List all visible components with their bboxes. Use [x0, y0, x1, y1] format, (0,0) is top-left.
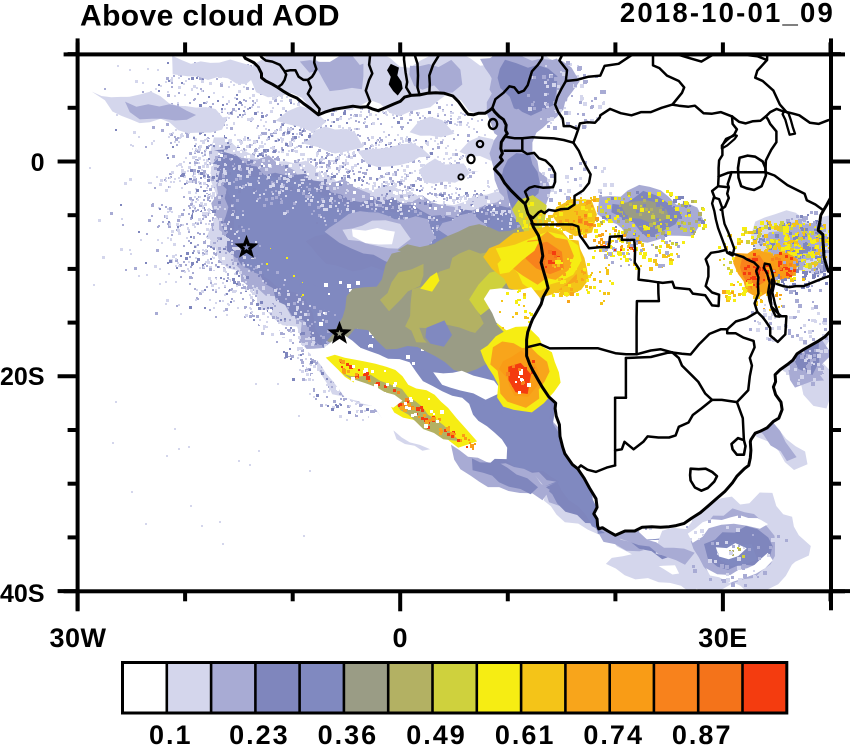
svg-text:0.36: 0.36 [318, 720, 379, 747]
svg-text:40S: 40S [0, 580, 44, 608]
svg-text:30W: 30W [49, 623, 106, 653]
svg-text:0.61: 0.61 [495, 720, 556, 747]
svg-text:0.1: 0.1 [149, 720, 193, 747]
svg-text:0.74: 0.74 [583, 720, 644, 747]
svg-text:0.87: 0.87 [672, 720, 733, 747]
svg-text:Above cloud AOD: Above cloud AOD [80, 0, 340, 33]
svg-text:30E: 30E [698, 623, 748, 653]
svg-text:0.49: 0.49 [406, 720, 467, 747]
svg-text:2018-10-01_09: 2018-10-01_09 [620, 0, 835, 28]
svg-text:0: 0 [31, 149, 45, 177]
svg-text:0: 0 [392, 623, 407, 653]
svg-text:0.23: 0.23 [229, 720, 290, 747]
svg-text:20S: 20S [0, 363, 44, 391]
